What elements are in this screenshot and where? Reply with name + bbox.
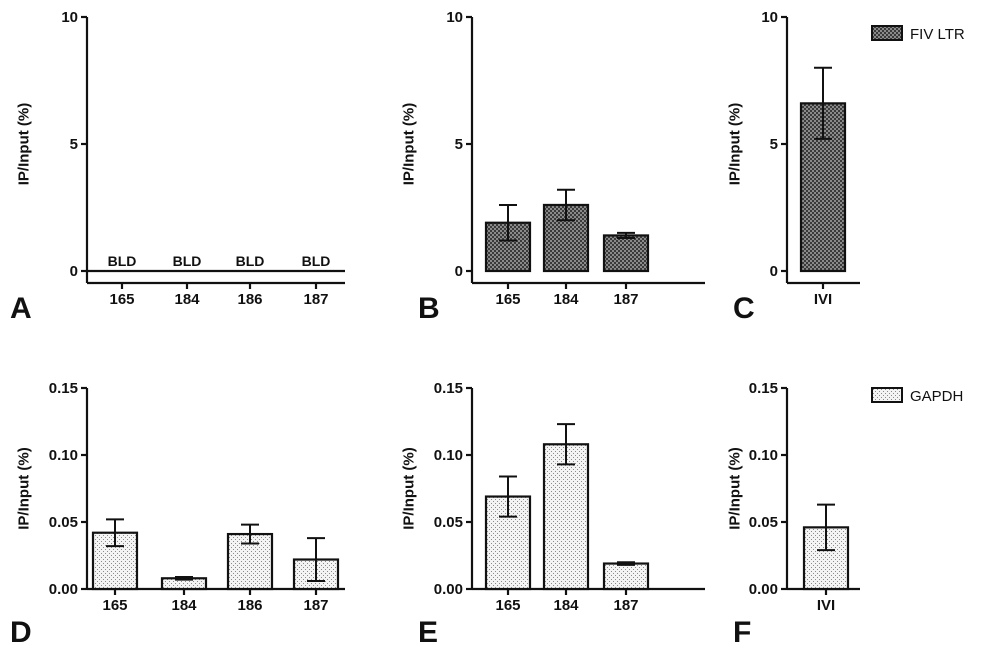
y-axis-title: IP/Input (%) [401, 447, 418, 530]
y-axis-title: IP/Input (%) [727, 447, 744, 530]
panel-letter: D [10, 616, 32, 649]
y-tick-label: 0.00 [49, 581, 78, 598]
x-tick-label: 165 [102, 597, 127, 614]
x-tick-label: 186 [237, 291, 262, 308]
bld-annotation: BLD [173, 253, 202, 269]
y-tick-label: 5 [455, 136, 463, 153]
y-tick-label: 10 [61, 9, 78, 26]
bld-annotation: BLD [108, 253, 137, 269]
legend-gapdh: GAPDH [871, 387, 963, 405]
x-tick-label: 187 [303, 597, 328, 614]
bar-187 [602, 562, 650, 591]
y-tick-label: 0.10 [749, 447, 778, 464]
x-tick-label: 184 [553, 597, 579, 614]
x-tick-label: 165 [495, 597, 520, 614]
panel-a: 0 5 10 IP/Input (%) 165 BLD 184 BLD 186 BLD 187 BLD… [10, 9, 345, 325]
x-tick-label: 184 [171, 597, 197, 614]
y-tick-label: 0 [455, 263, 463, 280]
panel-letter: C [733, 292, 755, 325]
legend-fiv: FIV LTR [871, 25, 965, 43]
y-tick-label: 0.15 [434, 380, 463, 397]
bar-187 [602, 234, 650, 273]
y-axis-title: IP/Input (%) [401, 103, 418, 186]
y-tick-label: 0 [70, 263, 78, 280]
panel-letter: A [10, 292, 32, 325]
bld-annotation: BLD [302, 253, 331, 269]
panel-d: 0.00 0.05 0.10 0.15 IP/Input (%) 165 184 186 187… [10, 380, 345, 649]
x-tick-label: 165 [109, 291, 134, 308]
panel-letter: B [418, 292, 440, 325]
y-tick-label: 0.15 [49, 380, 78, 397]
legend-fiv-label: FIV LTR [910, 26, 965, 43]
x-tick-label: 186 [237, 597, 262, 614]
x-tick-label: 187 [613, 597, 638, 614]
legend-gapdh-swatch [871, 387, 903, 403]
x-tick-label: IVI [814, 291, 832, 308]
x-tick-label: 184 [553, 291, 579, 308]
y-tick-label: 0.05 [49, 514, 78, 531]
bld-annotation: BLD [236, 253, 265, 269]
x-tick-label: 187 [303, 291, 328, 308]
bar-184 [542, 443, 590, 591]
y-tick-label: 0.10 [49, 447, 78, 464]
y-tick-label: 10 [761, 9, 778, 26]
panel-b: 0 5 10 IP/Input (%) 165 184 187 B [401, 9, 705, 325]
panels: 0 5 10 IP/Input (%) 165 BLD 184 BLD 186 BLD 187 BLD… [10, 9, 860, 649]
x-tick-label: 184 [174, 291, 200, 308]
panel-letter: F [733, 616, 751, 649]
y-tick-label: 10 [446, 9, 463, 26]
y-tick-label: 0 [770, 263, 778, 280]
y-tick-label: 5 [770, 136, 778, 153]
panel-e: 0.00 0.05 0.10 0.15 IP/Input (%) 165 184 187 E [401, 380, 705, 649]
panel-f: 0.00 0.05 0.10 0.15 IP/Input (%) IVI F [727, 380, 860, 649]
y-axis-title: IP/Input (%) [727, 103, 744, 186]
y-tick-label: 0.05 [749, 514, 778, 531]
y-tick-label: 0.15 [749, 380, 778, 397]
y-axis-title: IP/Input (%) [16, 103, 33, 186]
y-tick-label: 0.10 [434, 447, 463, 464]
x-tick-label: IVI [817, 597, 835, 614]
y-axis-title: IP/Input (%) [16, 447, 33, 530]
legend-fiv-swatch [871, 25, 903, 41]
y-tick-label: 0.00 [434, 581, 463, 598]
panel-letter: E [418, 616, 438, 649]
y-tick-label: 5 [70, 136, 78, 153]
legend-gapdh-label: GAPDH [910, 388, 963, 405]
x-tick-label: 187 [613, 291, 638, 308]
panel-c: 0 5 10 IP/Input (%) IVI C [727, 9, 860, 325]
y-tick-label: 0.00 [749, 581, 778, 598]
x-tick-label: 165 [495, 291, 520, 308]
y-tick-label: 0.05 [434, 514, 463, 531]
